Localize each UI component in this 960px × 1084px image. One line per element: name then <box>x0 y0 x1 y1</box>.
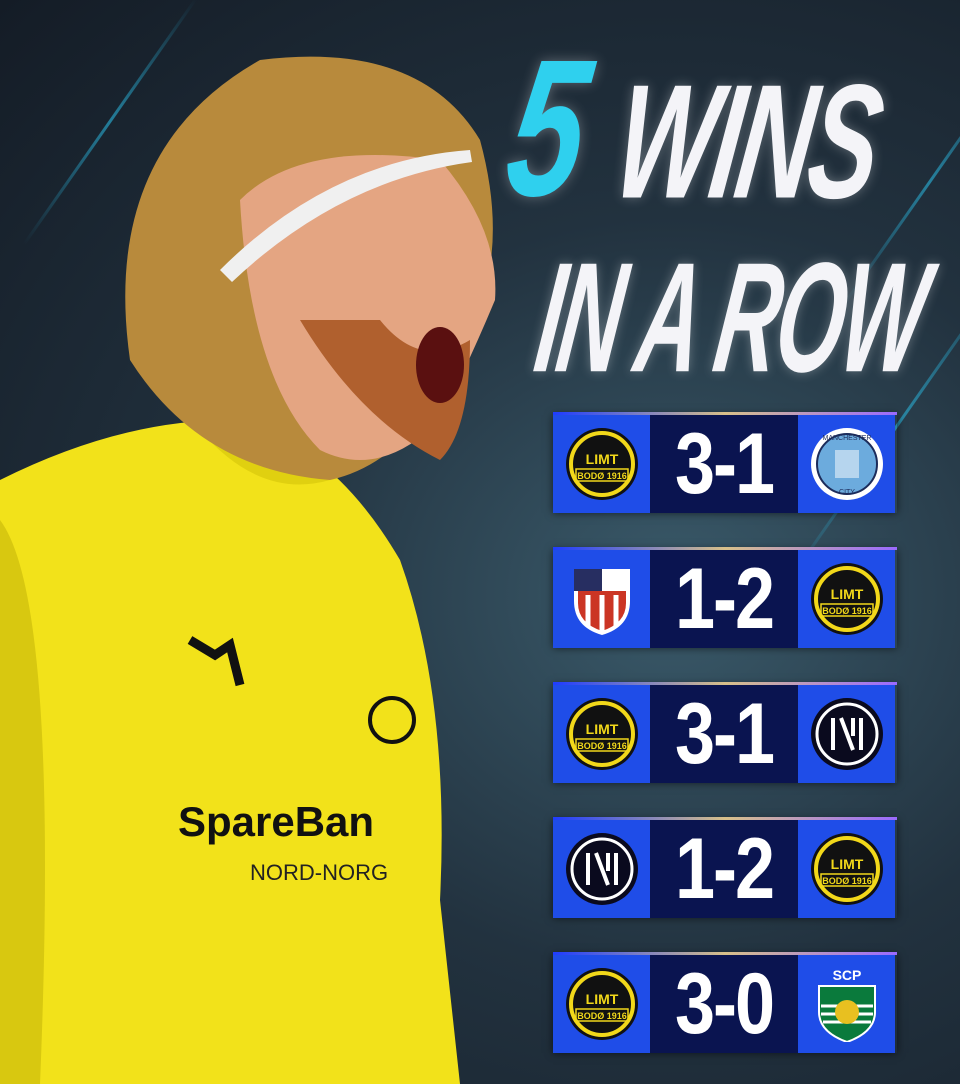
headline-in-a-row: IN A ROW <box>526 231 936 405</box>
away-team <box>798 415 895 513</box>
away-team <box>798 820 895 918</box>
manchester-city-logo <box>809 427 884 501</box>
atletico-madrid-logo <box>564 561 640 637</box>
sporting-cp-logo <box>817 966 876 1042</box>
match-score-box: 1-2 <box>650 820 798 918</box>
match-score-box: 3-1 <box>650 415 798 513</box>
match-score: 3-0 <box>674 956 775 1052</box>
bodo-glimt-logo <box>563 966 640 1042</box>
match-score: 1-2 <box>674 821 775 917</box>
home-team <box>553 955 650 1053</box>
jersey-sponsor: SpareBan <box>178 798 374 845</box>
match-result-row: 1-2 <box>553 817 897 918</box>
home-team <box>553 415 650 513</box>
match-score: 3-1 <box>674 686 775 782</box>
home-team <box>553 685 650 783</box>
bodo-glimt-logo <box>563 696 640 772</box>
bodo-glimt-logo <box>808 831 885 907</box>
match-result-row: 1-2 <box>553 547 897 648</box>
headline-wins: WINS <box>605 50 891 233</box>
match-result-row: 3-0 <box>553 952 897 1053</box>
home-team <box>553 550 650 648</box>
match-score: 3-1 <box>674 416 775 512</box>
inter-logo <box>563 831 640 907</box>
home-team <box>553 820 650 918</box>
match-score-box: 1-2 <box>650 550 798 648</box>
match-result-row: 3-1 <box>553 682 897 783</box>
match-score: 1-2 <box>674 551 775 647</box>
goalkeeper-photo: SpareBan NORD-NORG <box>0 56 496 1084</box>
away-team <box>798 955 895 1053</box>
inter-logo <box>808 696 885 772</box>
bodo-glimt-logo <box>808 561 885 637</box>
jersey-sponsor-sub: NORD-NORG <box>250 860 388 885</box>
match-result-row: 3-1 <box>553 412 897 513</box>
match-score-box: 3-1 <box>650 685 798 783</box>
away-team <box>798 550 895 648</box>
away-team <box>798 685 895 783</box>
bodo-glimt-logo <box>563 426 640 502</box>
match-score-box: 3-0 <box>650 955 798 1053</box>
